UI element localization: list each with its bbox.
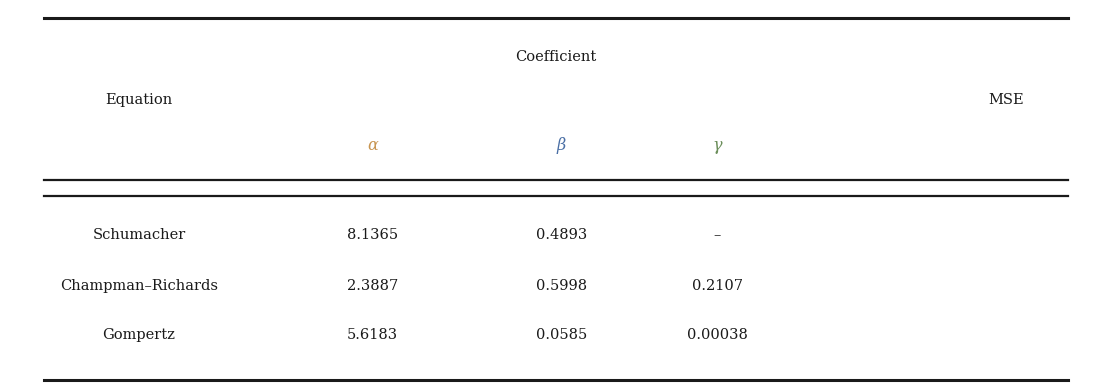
Text: Equation: Equation (106, 93, 172, 107)
Text: 0.2107: 0.2107 (692, 279, 743, 293)
Text: 0.4893: 0.4893 (536, 228, 587, 242)
Text: 5.6183: 5.6183 (347, 328, 398, 342)
Text: 0.00038: 0.00038 (687, 328, 747, 342)
Text: γ: γ (713, 136, 722, 154)
Text: MSE: MSE (989, 93, 1024, 107)
Text: β: β (557, 136, 566, 154)
Text: 0.5998: 0.5998 (536, 279, 587, 293)
Text: 0.0585: 0.0585 (536, 328, 587, 342)
Text: 2.3887: 2.3887 (347, 279, 398, 293)
Text: Coefficient: Coefficient (515, 50, 597, 64)
Text: –: – (714, 228, 721, 242)
Text: 8.1365: 8.1365 (347, 228, 398, 242)
Text: Champman–Richards: Champman–Richards (60, 279, 218, 293)
Text: Schumacher: Schumacher (92, 228, 186, 242)
Text: α: α (367, 136, 378, 154)
Text: Gompertz: Gompertz (102, 328, 176, 342)
